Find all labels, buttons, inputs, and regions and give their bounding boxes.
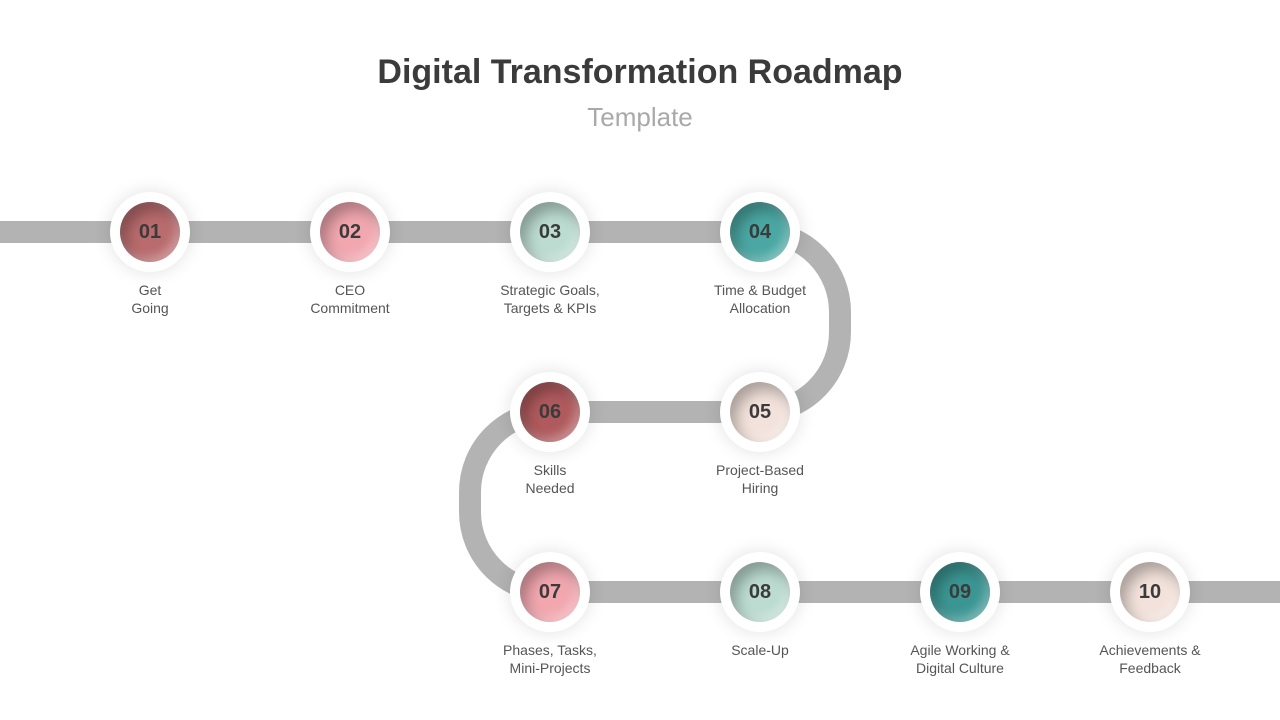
node-inner-circle: 05 bbox=[730, 382, 790, 442]
node-label-02: CEO Commitment bbox=[310, 282, 389, 317]
node-label-08: Scale-Up bbox=[731, 642, 789, 660]
node-label-07: Phases, Tasks, Mini-Projects bbox=[503, 642, 597, 677]
roadmap-path bbox=[0, 232, 1280, 592]
roadmap-node-07: 07 bbox=[510, 552, 590, 632]
node-inner-circle: 08 bbox=[730, 562, 790, 622]
node-outer-ring: 02 bbox=[310, 192, 390, 272]
node-inner-circle: 02 bbox=[320, 202, 380, 262]
roadmap-node-06: 06 bbox=[510, 372, 590, 452]
node-outer-ring: 10 bbox=[1110, 552, 1190, 632]
node-inner-circle: 03 bbox=[520, 202, 580, 262]
node-label-09: Agile Working & Digital Culture bbox=[910, 642, 1009, 677]
roadmap-path-svg bbox=[0, 0, 1280, 720]
roadmap-node-01: 01 bbox=[110, 192, 190, 272]
roadmap-node-08: 08 bbox=[720, 552, 800, 632]
node-outer-ring: 09 bbox=[920, 552, 1000, 632]
node-outer-ring: 08 bbox=[720, 552, 800, 632]
roadmap-node-02: 02 bbox=[310, 192, 390, 272]
node-label-04: Time & Budget Allocation bbox=[714, 282, 806, 317]
node-label-06: Skills Needed bbox=[525, 462, 574, 497]
node-outer-ring: 06 bbox=[510, 372, 590, 452]
node-inner-circle: 06 bbox=[520, 382, 580, 442]
node-label-10: Achievements & Feedback bbox=[1099, 642, 1200, 677]
node-inner-circle: 01 bbox=[120, 202, 180, 262]
node-inner-circle: 07 bbox=[520, 562, 580, 622]
node-outer-ring: 03 bbox=[510, 192, 590, 272]
roadmap-node-09: 09 bbox=[920, 552, 1000, 632]
roadmap-node-05: 05 bbox=[720, 372, 800, 452]
node-outer-ring: 04 bbox=[720, 192, 800, 272]
node-outer-ring: 05 bbox=[720, 372, 800, 452]
node-inner-circle: 10 bbox=[1120, 562, 1180, 622]
roadmap-canvas: Digital Transformation Roadmap Template … bbox=[0, 0, 1280, 720]
node-label-03: Strategic Goals, Targets & KPIs bbox=[500, 282, 600, 317]
roadmap-node-03: 03 bbox=[510, 192, 590, 272]
node-outer-ring: 07 bbox=[510, 552, 590, 632]
node-inner-circle: 04 bbox=[730, 202, 790, 262]
node-outer-ring: 01 bbox=[110, 192, 190, 272]
node-label-01: Get Going bbox=[131, 282, 168, 317]
roadmap-node-04: 04 bbox=[720, 192, 800, 272]
roadmap-node-10: 10 bbox=[1110, 552, 1190, 632]
node-label-05: Project-Based Hiring bbox=[716, 462, 804, 497]
node-inner-circle: 09 bbox=[930, 562, 990, 622]
